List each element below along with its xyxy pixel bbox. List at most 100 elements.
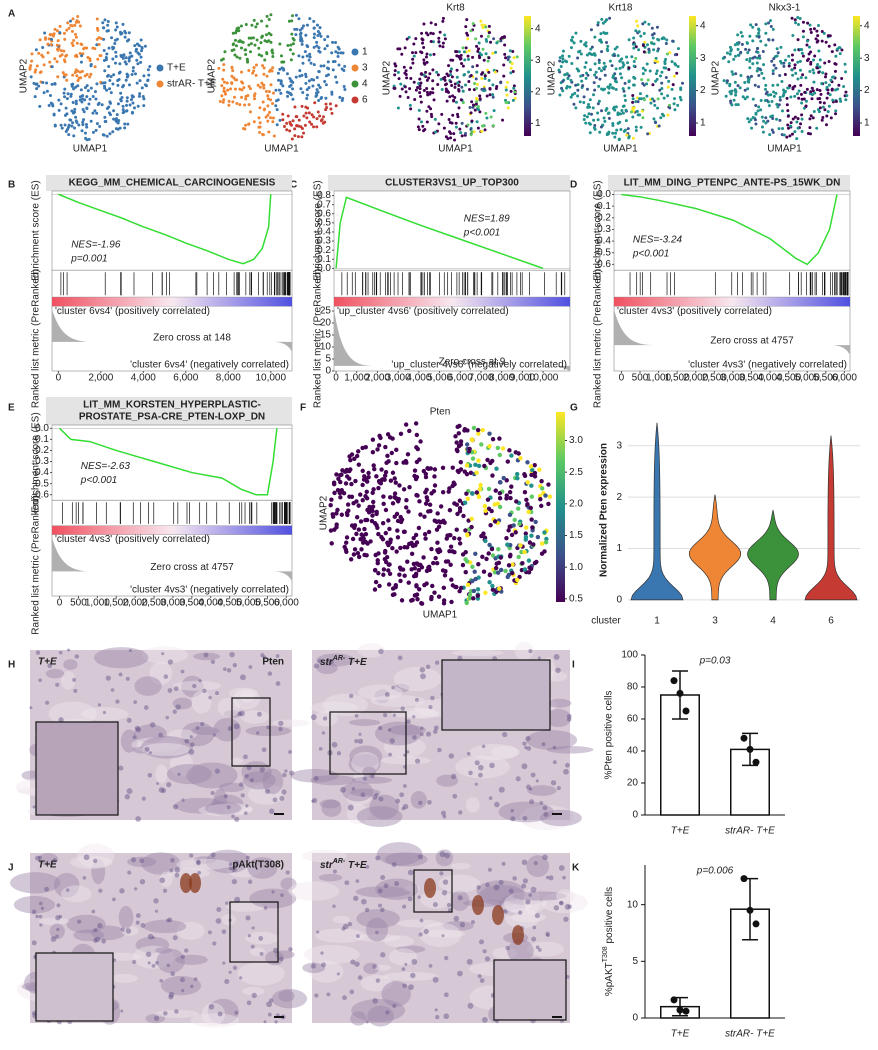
umap-dot (615, 88, 618, 91)
umap-dot (598, 100, 601, 103)
umap-dot (819, 101, 822, 104)
umap-dot (456, 81, 459, 84)
umap-dot (593, 36, 596, 39)
umap-dot (322, 122, 325, 125)
nucleus (196, 726, 200, 730)
umap-dot (479, 97, 482, 100)
umap-dot (45, 81, 48, 84)
umap-dot (283, 125, 286, 128)
umap-dot (802, 35, 805, 38)
panel-label: E (8, 403, 15, 414)
umap-dot (641, 82, 644, 85)
nucleus (442, 815, 446, 819)
ranked-tick-label: 25 (320, 306, 332, 317)
umap-dot (430, 40, 433, 43)
umap-dot (233, 96, 236, 99)
umap-dot (558, 94, 561, 97)
y-tick-label: 20 (627, 778, 639, 789)
nucleus (166, 782, 171, 787)
umap-dot (319, 86, 322, 89)
umap-dot (381, 537, 385, 541)
p-value-label: p<0.001 (632, 249, 669, 260)
umap-dot (449, 132, 452, 135)
umap-dot (538, 497, 542, 501)
umap-dot (411, 58, 414, 61)
umap-dot (464, 570, 468, 574)
umap-dot (488, 25, 491, 28)
umap-dot (98, 125, 101, 128)
umap-dot (482, 570, 486, 574)
umap-dot (102, 26, 105, 29)
umap-dot (665, 76, 668, 79)
umap-dot (422, 46, 425, 49)
umap-dot (64, 114, 67, 117)
umap-dot (600, 109, 603, 112)
umap-dot (659, 116, 662, 119)
umap-dot (643, 98, 646, 101)
umap-dot (468, 49, 471, 52)
umap-dot (836, 48, 839, 51)
colorbar-tick-label: 1.5 (569, 530, 583, 541)
umap-dot (122, 53, 125, 56)
nucleus (155, 961, 159, 965)
umap-dot (824, 75, 827, 78)
umap-dot (507, 56, 510, 59)
umap-dot (586, 115, 589, 118)
umap-dot (87, 103, 90, 106)
umap-dot (476, 83, 479, 86)
umap-dot (262, 100, 265, 103)
umap-dot (384, 508, 388, 512)
umap-dot (441, 568, 445, 572)
nucleus (155, 910, 158, 913)
umap-dot (351, 501, 355, 505)
y-tick-label: 3 (616, 440, 622, 451)
umap-dot (456, 469, 460, 473)
umap-dot (448, 95, 451, 98)
umap-dot (413, 98, 416, 101)
umap-dot (394, 64, 397, 67)
umap-dot (455, 502, 459, 506)
umap-dot (71, 121, 74, 124)
umap-dot (491, 587, 495, 591)
nucleus (380, 952, 385, 957)
umap-dot (388, 495, 392, 499)
umap-dot (249, 50, 252, 53)
umap-dot (332, 491, 336, 495)
umap-dot (645, 82, 648, 85)
tissue-texture (357, 806, 403, 827)
umap-dot (404, 498, 408, 502)
nucleus (213, 733, 216, 736)
umap-dot (79, 76, 82, 79)
umap-dot (653, 99, 656, 102)
nucleus (488, 868, 492, 872)
nucleus (551, 780, 556, 785)
umap-dot (138, 53, 141, 56)
umap-dot (657, 47, 660, 50)
tissue-texture (366, 918, 388, 942)
umap-dot (451, 466, 455, 470)
umap-dot (217, 67, 220, 70)
y-tick-label: 2 (616, 492, 622, 503)
nucleus (536, 779, 539, 782)
y-tick-label: 5 (632, 956, 638, 967)
umap-dot (419, 50, 422, 53)
umap-dot (639, 35, 642, 38)
umap-dot (461, 552, 465, 556)
umap-dot (628, 38, 631, 41)
umap-dot (491, 52, 494, 55)
umap-dot (791, 74, 794, 77)
umap-dot (262, 133, 265, 136)
umap-dot (146, 79, 149, 82)
umap-dot (80, 88, 83, 91)
nucleus (555, 668, 560, 673)
umap-dot (622, 63, 625, 66)
nucleus (349, 694, 353, 698)
nucleus (111, 688, 115, 692)
umap-dot (376, 558, 380, 562)
umap-dot (801, 73, 804, 76)
nucleus (483, 949, 487, 953)
umap-dot (398, 579, 402, 583)
umap-dot (607, 112, 610, 115)
nucleus (148, 773, 153, 778)
nucleus (288, 750, 292, 754)
